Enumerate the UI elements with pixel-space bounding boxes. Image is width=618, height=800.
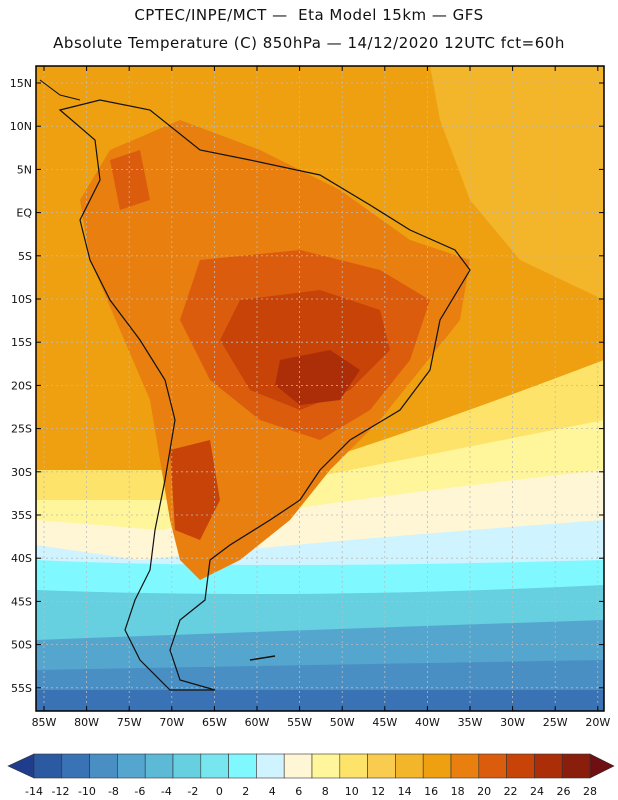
colorbar-label: 2 [242, 785, 249, 798]
colorbar-label: 14 [398, 785, 412, 798]
lon-label: 25W [543, 716, 568, 729]
colorbar-swatch [172, 753, 202, 779]
colorbar-swatch [61, 753, 90, 779]
colorbar-label: 18 [451, 785, 465, 798]
lon-label: 35W [458, 716, 483, 729]
lon-label: 45W [372, 716, 397, 729]
lon-label: 30W [500, 716, 525, 729]
lon-label: 65W [202, 716, 227, 729]
colorbar-swatch [33, 753, 63, 779]
colorbar-swatch [117, 753, 146, 779]
lon-label: 80W [74, 716, 99, 729]
lat-label: 20S [11, 379, 32, 392]
lon-label: 50W [330, 716, 355, 729]
colorbar-label: 16 [424, 785, 438, 798]
lat-label: 10N [10, 120, 32, 133]
colorbar-arrow-high [589, 753, 615, 779]
colorbar-label: -6 [134, 785, 145, 798]
colorbar-swatch [478, 753, 507, 779]
lat-label: 15N [10, 77, 32, 90]
lon-label: 70W [159, 716, 184, 729]
colorbar-swatch [228, 753, 257, 779]
colorbar-label: 24 [530, 785, 544, 798]
lat-label: 50S [11, 639, 32, 652]
colorbar-arrow-low [7, 753, 35, 779]
colorbar-label: 22 [504, 785, 518, 798]
colorbar-label: 20 [477, 785, 491, 798]
map-subtitle: Absolute Temperature (C) 850hPa — 14/12/… [53, 34, 565, 52]
latitude-axis: 15N 10N 5N EQ 5S 10S 15S 20S 25S 30S 35S 40S 45S 50S 5… [10, 77, 604, 695]
colorbar-label: 10 [345, 785, 359, 798]
colorbar-swatch [311, 753, 341, 779]
lon-label: 75W [117, 716, 142, 729]
colorbar-label: 28 [583, 785, 597, 798]
colorbar-label: -10 [78, 785, 96, 798]
colorbar-label: 6 [295, 785, 302, 798]
colorbar-label: -12 [51, 785, 69, 798]
lat-label: EQ [16, 207, 32, 220]
lat-label: 40S [11, 552, 32, 565]
lat-label: 5S [18, 250, 32, 263]
colorbar-swatch [256, 753, 285, 779]
lat-label: 45S [11, 595, 32, 608]
colorbar-label: -4 [161, 785, 172, 798]
colorbar-swatch [450, 753, 480, 779]
colorbar-label: 12 [371, 785, 385, 798]
map-title: CPTEC/INPE/MCT — Eta Model 15km — GFS [134, 6, 484, 24]
lon-label: 20W [585, 716, 610, 729]
colorbar-label: -14 [25, 785, 43, 798]
lat-label: 35S [11, 509, 32, 522]
lat-label: 30S [11, 466, 32, 479]
colorbar-swatch [89, 753, 118, 779]
colorbar-swatch [395, 753, 424, 779]
colorbar-swatch [200, 753, 229, 779]
lat-label: 15S [11, 336, 32, 349]
lat-label: 25S [11, 423, 32, 436]
colorbar-swatch [339, 753, 368, 779]
colorbar-label: 8 [322, 785, 329, 798]
colorbar-swatch [534, 753, 563, 779]
lon-label: 40W [415, 716, 440, 729]
lon-label: 55W [287, 716, 312, 729]
colorbar-label: -2 [187, 785, 198, 798]
lon-label: 60W [245, 716, 270, 729]
coastline [58, 99, 471, 691]
colorbar-swatch [506, 753, 535, 779]
colorbar-label: -8 [108, 785, 119, 798]
colorbar-swatch [283, 753, 313, 779]
colorbar-label: 4 [269, 785, 276, 798]
lon-label: 85W [32, 716, 57, 729]
lat-label: 5N [17, 163, 32, 176]
falkland-islands [249, 655, 276, 661]
lat-label: 55S [11, 682, 32, 695]
colorbar-swatch [144, 753, 174, 779]
colorbar-label: 26 [557, 785, 571, 798]
map-frame [35, 65, 605, 712]
colorbar-swatch [561, 753, 591, 779]
colorbar-swatch [367, 753, 396, 779]
colorbar-swatch [422, 753, 452, 779]
colorbar-label: 0 [216, 785, 223, 798]
temperature-field [36, 66, 604, 711]
colorbar: -14 -12 -10 -8 -6 -4 -2 0 2 4 6 8 10 12 14 16 18 20 22 24 26… [7, 753, 615, 798]
longitude-axis: 85W 80W 75W 70W 65W 60W 55W 50W 45W 40W 35W 30W 25W 2… [32, 66, 610, 729]
lat-label: 10S [11, 293, 32, 306]
coastline-north [39, 79, 81, 101]
